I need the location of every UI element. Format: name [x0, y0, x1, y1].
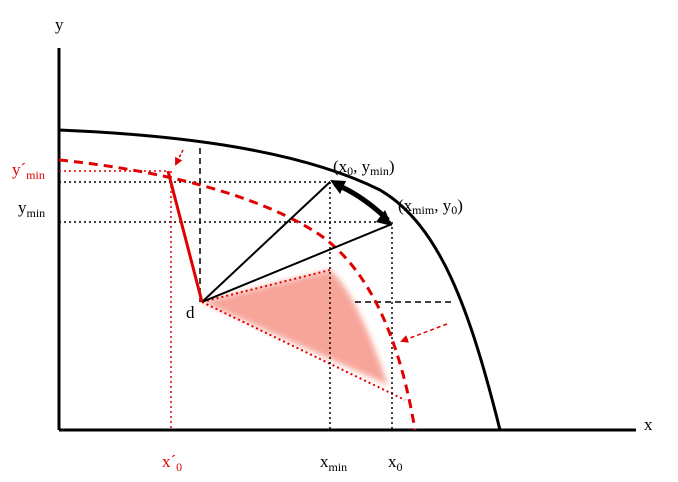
red-segment-d	[166, 170, 204, 303]
x-prime-0-label: x´0	[162, 452, 182, 474]
y-min-label: ymin	[18, 198, 45, 220]
point-d-label: d	[186, 303, 195, 322]
movement-arrowhead-end	[376, 210, 392, 226]
shaded-region	[202, 270, 388, 385]
shift-arrow-top	[175, 149, 184, 166]
shift-arrow-right	[400, 323, 448, 343]
y-prime-min-label: y´min	[12, 160, 45, 182]
x-0-label: x0	[388, 452, 403, 474]
x-min-label: xmin	[320, 452, 347, 474]
ray-d-to-x0-ymin	[201, 181, 331, 303]
x-axis-label: x	[644, 415, 653, 434]
shaded-region-edge-top	[201, 269, 331, 303]
ray-d-to-xmim-y0	[201, 223, 393, 303]
point-x0-ymin-label: (x0, ymin)	[333, 157, 395, 178]
movement-arrowhead-start	[330, 180, 346, 194]
frontier-curve	[58, 128, 502, 431]
shifted-frontier-curve	[58, 158, 417, 431]
point-xmim-y0-label: (xmim, y0)	[398, 196, 463, 217]
y-axis-label: y	[55, 15, 64, 34]
